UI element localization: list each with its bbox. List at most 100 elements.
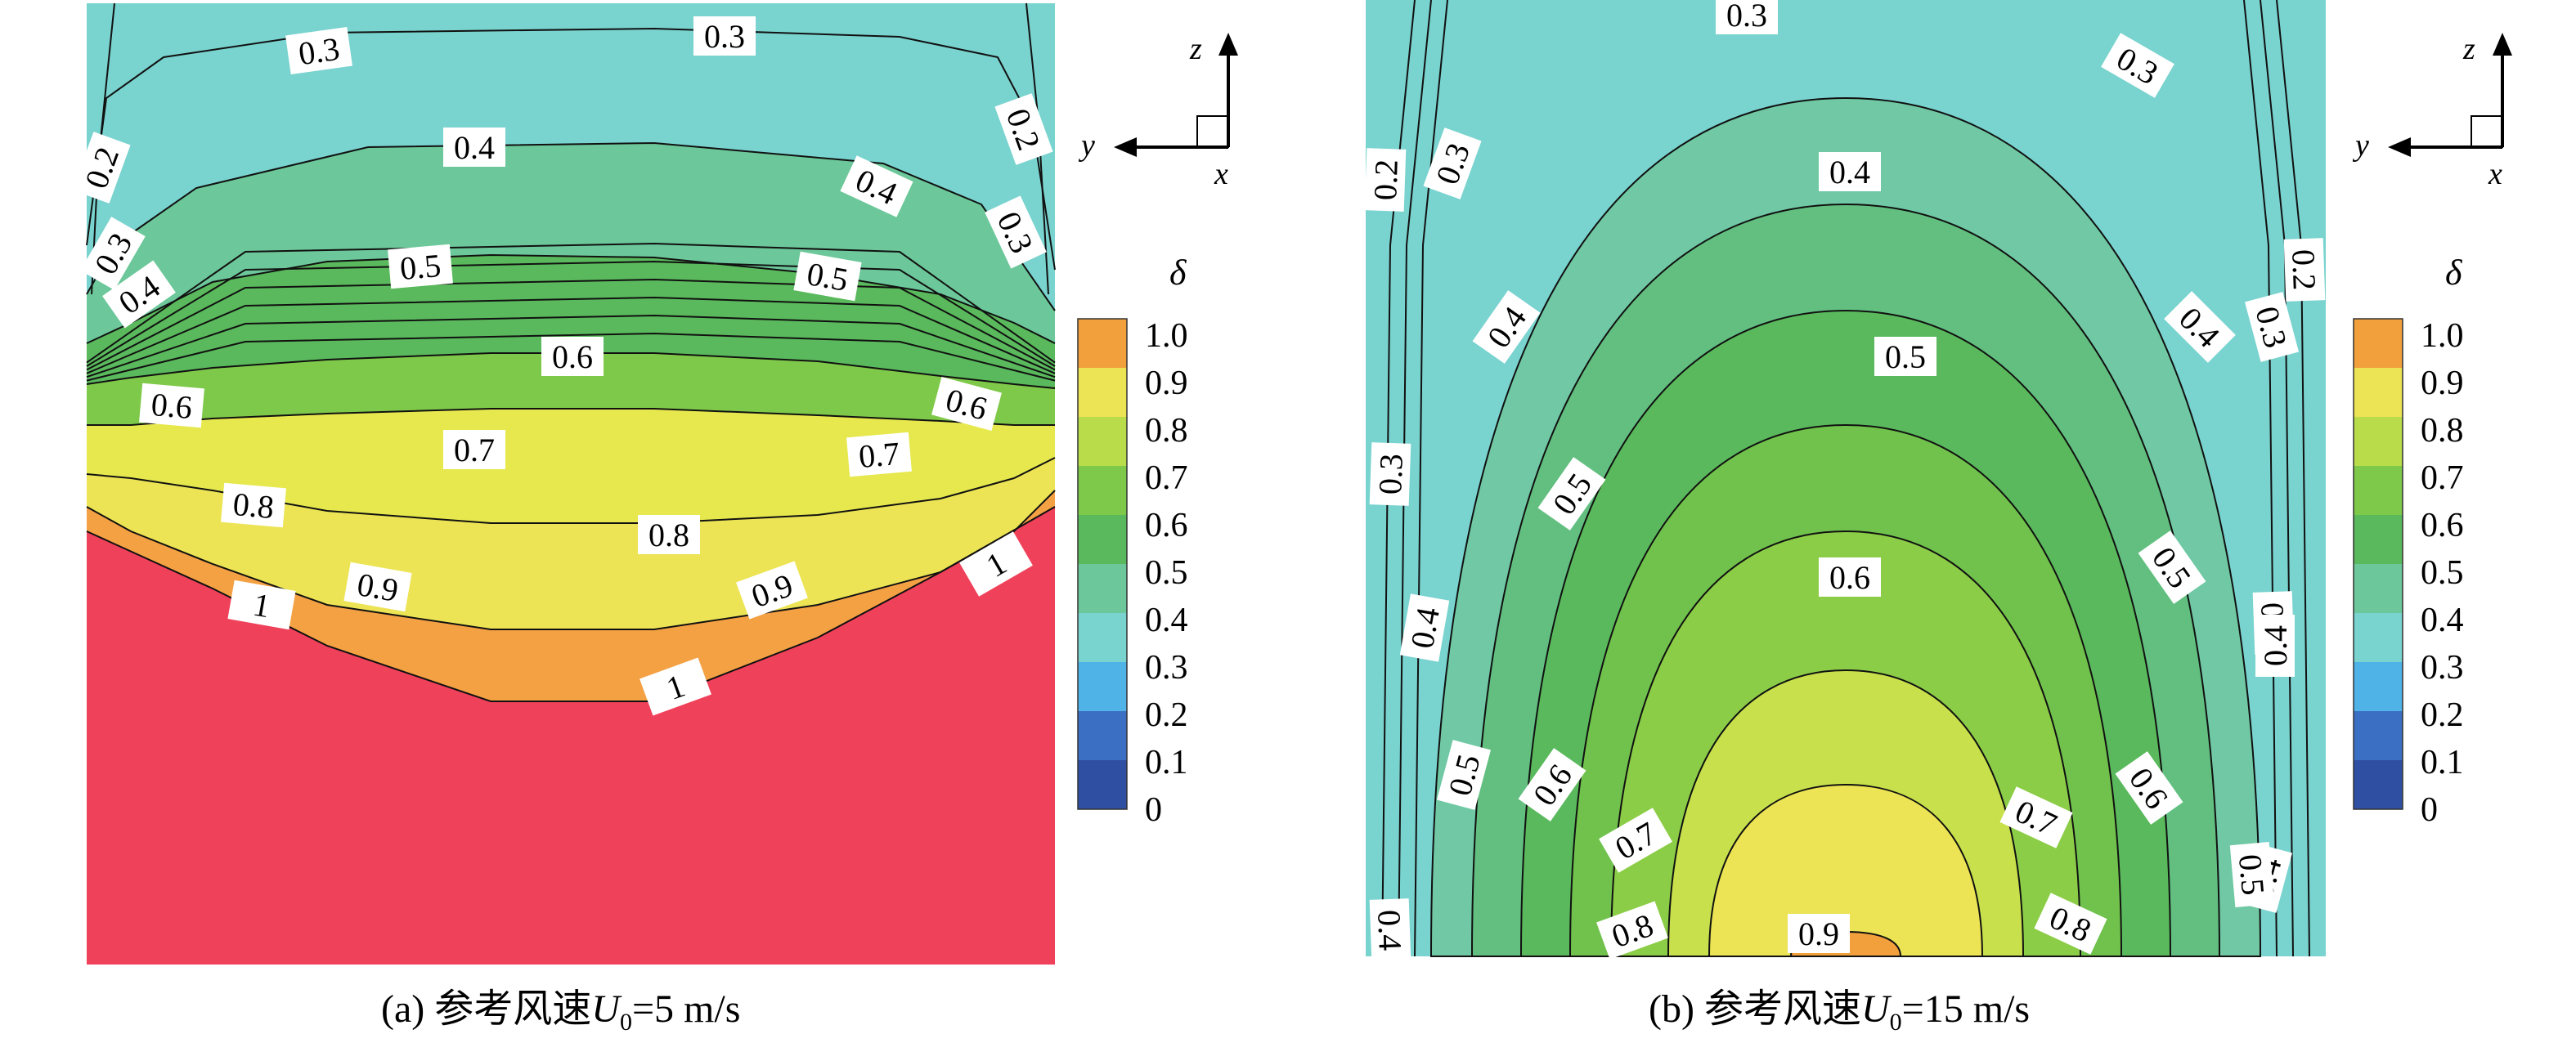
contour-label: 0.8 [638,515,700,554]
colorbar-tick-label: 0.6 [1145,507,1188,544]
contour-label: 0.4 [2255,615,2295,677]
contour-label: 0.3 [80,217,146,290]
contour-label-text: 0.2 [1367,159,1405,201]
colorbar-swatch [1078,368,1127,393]
contour-label-text: 0.7 [857,435,901,475]
colorbar-swatch [2354,392,2403,418]
axis-x-label-b: x [2488,157,2502,191]
colorbar-swatch [1078,711,1127,736]
colorbar-swatch [1078,539,1127,565]
contour-label-text: 0.5 [398,247,442,287]
contour-label-text: 0.5 [2232,853,2272,897]
colorbar-swatch [1078,613,1127,638]
contour-label: 0.2 [2283,238,2326,302]
colorbar-tick-label: 1.0 [1145,317,1188,355]
contour-label-text: 0.4 [2257,625,2294,666]
axis-triad-b: z y x [2352,32,2512,191]
contour-label-text: 0.8 [231,486,276,526]
contour-arch-6 [1708,783,1984,957]
colorbar-tick-label: 0.1 [1145,744,1188,781]
contour-label-text: 0.5 [1885,338,1926,375]
colorbar-swatch [1078,662,1127,687]
contour-label: 0.9 [1788,914,1850,953]
contour-line-a5 [86,457,1056,524]
colorbar-title-a: δ [1169,253,1187,293]
contour-line-b-le0 [1381,0,1416,957]
colorbar-swatch [2354,638,2403,663]
colorbar-swatch [2354,417,2403,442]
colorbar-swatch [2354,343,2403,369]
colorbar-tick-label: 0.2 [2421,696,2464,734]
colorbar-swatch [2354,490,2403,516]
contour-label: 0.3 [1716,0,1778,34]
colorbar-tick-label: 0 [1145,791,1162,829]
contour-label: 1 [227,580,296,630]
contour-label: 0.5 [1436,740,1492,810]
colorbar-swatch [1078,343,1127,369]
panel-b-contour-plot: 0.30.30.2 0.3 0.40.20.30.4 0.40.50.3 0.50.50… [1364,0,2326,962]
contour-label-text: 0.2 [2285,248,2323,291]
axis-y-label-b: y [2352,128,2369,163]
contour-line-b-le1 [1398,0,1432,957]
colorbar-title-b: δ [2445,253,2463,293]
colorbar-swatch [1078,515,1127,540]
contour-label-text: 0.5 [804,255,850,298]
colorbar-swatch [1078,466,1127,491]
colorbar-tick-label: 0.9 [2421,365,2464,402]
contour-label-text: 0.3 [704,18,745,55]
contour-band-2 [87,143,1055,343]
colorbar-b: 1.0 0.9 0.8 0.7 0.6 0.5 0.4 0.3 0.2 0.1 0 [2353,317,2464,829]
contour-label: 0.4 [443,128,505,167]
caption-a: (a) 参考风速U0=5 m/s [381,987,740,1036]
colorbar-a: 1.0 0.9 0.8 0.7 0.6 0.5 0.4 0.3 0.2 0.1 0 [1077,317,1188,829]
contour-label: 0.5 [793,251,862,302]
colorbar-tick-label: 0.8 [1145,412,1188,450]
contour-label: 0.3 [2244,292,2300,362]
contour-line-a-x5 [86,260,1056,367]
colorbar-swatch [2354,539,2403,565]
colorbar-swatch [2354,662,2403,687]
colorbar-swatch [1078,392,1127,418]
colorbar-swatch [1078,785,1127,810]
colorbar-tick-label: 1.0 [2421,317,2464,355]
colorbar-swatch [2354,687,2403,712]
colorbar-tick-label: 0.7 [2421,459,2464,497]
colorbar-swatch [2354,760,2403,786]
colorbar-tick-label: 0.7 [1145,459,1188,497]
contour-line-a-x4 [86,278,1056,371]
contour-label: 0.8 [221,482,286,528]
axis-x-label-a: x [1214,157,1228,191]
contour-line-b-re2 [2243,0,2278,957]
colorbar-swatch [2354,368,2403,393]
colorbar-swatch [2354,319,2403,344]
colorbar-swatch [1078,638,1127,663]
colorbar-swatch [2354,564,2403,589]
contour-label-text: 0.6 [1829,559,1870,596]
contour-label: 0.7 [443,430,505,469]
colorbar-tick-label: 0.1 [2421,744,2464,781]
contour-line-b-le2 [1414,0,1448,957]
contour-region-max [87,507,1055,965]
colorbar-swatch [1078,564,1127,589]
contour-band-a-y [87,409,1055,523]
colorbar-swatch [2354,785,2403,810]
contour-label: 0.9 [343,562,412,612]
contour-band-4 [87,353,1055,425]
caption-b: (b) 参考风速U0=15 m/s [1649,987,2030,1036]
colorbar-tick-label: 0.4 [2421,602,2464,639]
contour-label-text: 0.4 [1403,605,1447,651]
contour-label: 0.3 [1369,442,1411,506]
axis-z-label-b: z [2462,32,2475,66]
contour-label-text: 0.3 [296,30,342,73]
colorbar-swatch [2354,589,2403,614]
contour-label-text: 0.9 [1798,915,1839,952]
colorbar-swatch [1078,490,1127,516]
colorbar-swatch [2354,613,2403,638]
contour-label: 0.6 [541,337,604,376]
contour-label: 0.2 [1364,148,1407,212]
contour-label: 0.3 [285,26,352,75]
colorbar-swatch [2354,515,2403,540]
colorbar-swatch [1078,319,1127,344]
colorbar-swatch [1078,417,1127,442]
contour-label: 0.4 [1369,898,1411,962]
